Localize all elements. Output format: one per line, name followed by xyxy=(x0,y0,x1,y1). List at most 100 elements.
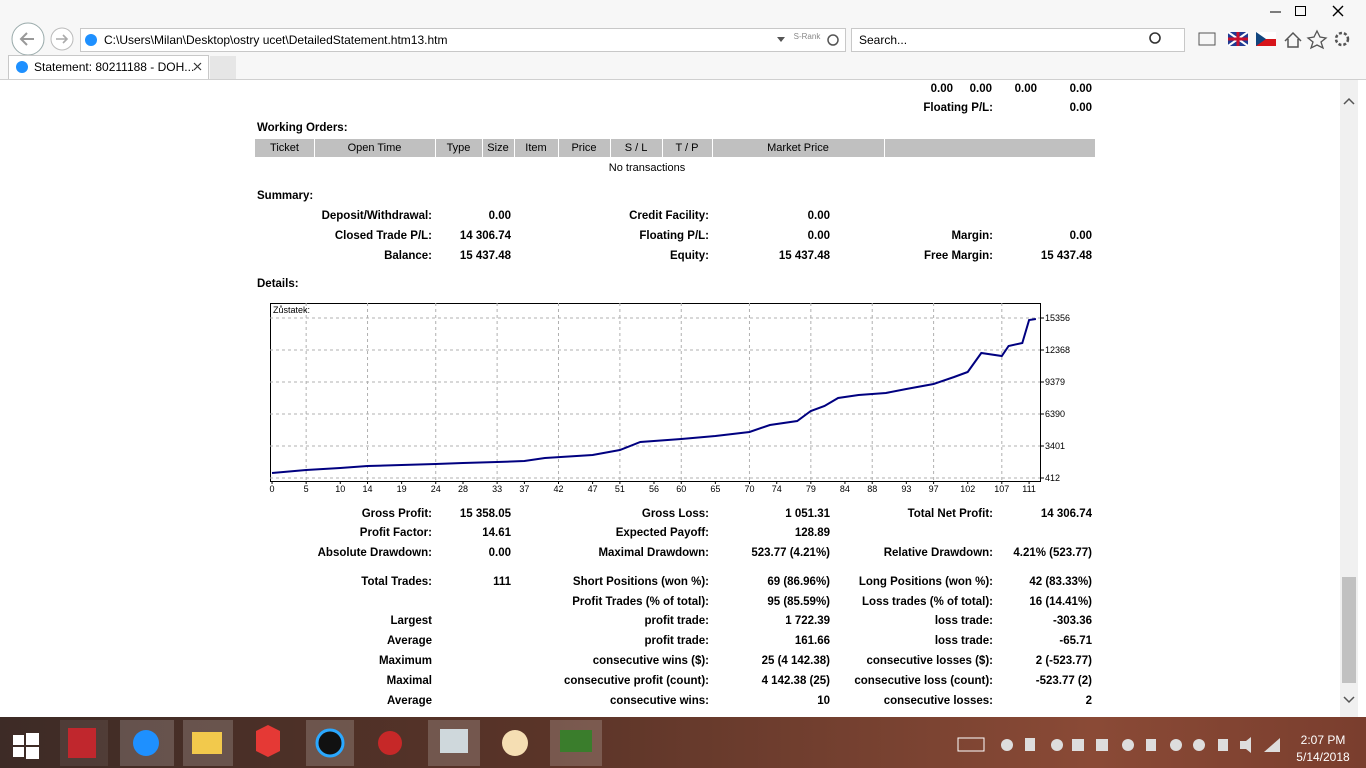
x-tick-label: 107 xyxy=(994,484,1009,494)
balance-line xyxy=(271,318,1037,474)
x-tick-label: 56 xyxy=(649,484,659,494)
scroll-arrows xyxy=(1343,97,1355,704)
stat-label: Total Trades: xyxy=(361,576,432,588)
stat-label: Balance: xyxy=(384,250,432,262)
scroll-down[interactable] xyxy=(1343,696,1355,704)
stat-label: profit trade: xyxy=(644,615,709,627)
stat-value: 42 (83.33%) xyxy=(1029,576,1092,588)
column-header: Open Time xyxy=(347,142,402,154)
maximize-button[interactable] xyxy=(1295,6,1306,16)
stat-label: Gross Loss: xyxy=(641,508,709,520)
start-button[interactable] xyxy=(13,733,39,759)
empty-message: No transactions xyxy=(608,162,686,174)
stat-value: 10 xyxy=(817,695,830,707)
stat-value: -523.77 (2) xyxy=(1035,675,1092,687)
tab-close[interactable] xyxy=(193,62,202,71)
stat-value: 4.21% (523.77) xyxy=(1013,547,1092,559)
stat-label: Maximal Drawdown: xyxy=(598,547,709,559)
tab-title[interactable]: Statement: 80211188 - DOH... xyxy=(34,60,195,74)
stat-value: 523.77 (4.21%) xyxy=(751,547,830,559)
stat-label: consecutive profit (count): xyxy=(563,675,709,687)
x-tick-label: 84 xyxy=(840,484,850,494)
stat-value: 95 (85.59%) xyxy=(767,596,830,608)
x-tick-label: 14 xyxy=(363,484,373,494)
new-tab[interactable] xyxy=(210,56,236,79)
favorites-icon[interactable] xyxy=(1306,29,1328,50)
tray-icons[interactable] xyxy=(1001,737,1280,753)
address-text[interactable]: C:\Users\Milan\Desktop\ostry ucet\Detail… xyxy=(104,33,448,47)
stat-value: 0.00 xyxy=(488,547,511,559)
top-value: 0.00 xyxy=(1014,83,1037,95)
app-red[interactable] xyxy=(378,731,402,755)
x-tick-label: 60 xyxy=(676,484,686,494)
stat-value: 161.66 xyxy=(794,635,830,647)
column-divider xyxy=(482,139,483,157)
dropdown[interactable] xyxy=(777,37,785,42)
stat-label: consecutive loss (count): xyxy=(854,675,993,687)
stat-label: Largest xyxy=(390,615,432,627)
column-divider xyxy=(558,139,559,157)
stat-label: loss trade: xyxy=(934,615,993,627)
stat-label: Floating P/L: xyxy=(639,230,709,242)
stat-value: -303.36 xyxy=(1052,615,1092,627)
column-divider xyxy=(435,139,436,157)
mail-icon[interactable] xyxy=(1198,32,1216,46)
x-tick-label: 5 xyxy=(304,484,309,494)
column-header: Size xyxy=(487,142,509,154)
scroll-thumb[interactable] xyxy=(1342,577,1356,683)
app-cube[interactable] xyxy=(256,725,280,757)
stat-value: 14.61 xyxy=(482,527,511,539)
column-divider xyxy=(610,139,611,157)
stat-value: 1 051.31 xyxy=(785,508,830,520)
stat-label: Margin: xyxy=(951,230,993,242)
scrollbar[interactable] xyxy=(1340,80,1358,717)
stat-label: Long Positions (won %): xyxy=(858,576,993,588)
taskbar xyxy=(0,717,1366,768)
stat-value: 111 xyxy=(493,576,511,588)
stat-label: Maximal xyxy=(386,675,432,687)
keyboard-icon[interactable] xyxy=(957,737,985,752)
stat-value: 2 xyxy=(1085,695,1092,707)
y-tick-label: 15356 xyxy=(1045,313,1070,323)
floating-label: Floating P/L: xyxy=(923,102,993,114)
stat-label: loss trade: xyxy=(934,635,993,647)
chrome-icons xyxy=(0,5,1366,80)
stat-label: consecutive losses ($): xyxy=(866,655,993,667)
column-header: Item xyxy=(525,142,547,154)
x-tick-label: 74 xyxy=(772,484,782,494)
flag-cz[interactable] xyxy=(1256,32,1276,39)
rank-label: S-Rank xyxy=(793,32,821,41)
plot-area xyxy=(270,303,1041,482)
column-header: S / L xyxy=(624,142,648,154)
scroll-up[interactable] xyxy=(1343,97,1355,105)
stat-value: -65.71 xyxy=(1059,635,1092,647)
clock-date[interactable]: 5/14/2018 xyxy=(1296,750,1350,764)
column-header: Type xyxy=(446,142,471,154)
column-divider xyxy=(314,139,315,157)
stat-value: 15 358.05 xyxy=(459,508,511,520)
clock-time[interactable]: 2:07 PM xyxy=(1300,733,1346,747)
top-value: 0.00 xyxy=(969,83,992,95)
search-box[interactable] xyxy=(851,28,1185,52)
y-tick-label: 3401 xyxy=(1045,441,1065,451)
y-tick-label: 12368 xyxy=(1045,345,1070,355)
address-box[interactable] xyxy=(80,28,846,52)
stat-value: 1 722.39 xyxy=(785,615,830,627)
stat-value: 4 142.38 (25) xyxy=(761,675,830,687)
close-button[interactable] xyxy=(1332,5,1344,17)
stat-label: Average xyxy=(387,695,432,707)
stat-value: 0.00 xyxy=(807,230,830,242)
stat-label: consecutive wins: xyxy=(609,695,709,707)
search-placeholder[interactable]: Search... xyxy=(859,33,908,47)
section-title: Working Orders: xyxy=(257,122,348,134)
refresh-button[interactable] xyxy=(827,34,839,46)
stat-value: 16 (14.41%) xyxy=(1029,596,1092,608)
app-paint[interactable] xyxy=(502,730,528,756)
stat-label: Total Net Profit: xyxy=(907,508,993,520)
settings-icon[interactable] xyxy=(1334,31,1350,47)
home-icon[interactable] xyxy=(1284,31,1302,48)
search-icon[interactable] xyxy=(1149,32,1161,44)
stat-value: 0.00 xyxy=(488,210,511,222)
x-tick-label: 19 xyxy=(397,484,407,494)
